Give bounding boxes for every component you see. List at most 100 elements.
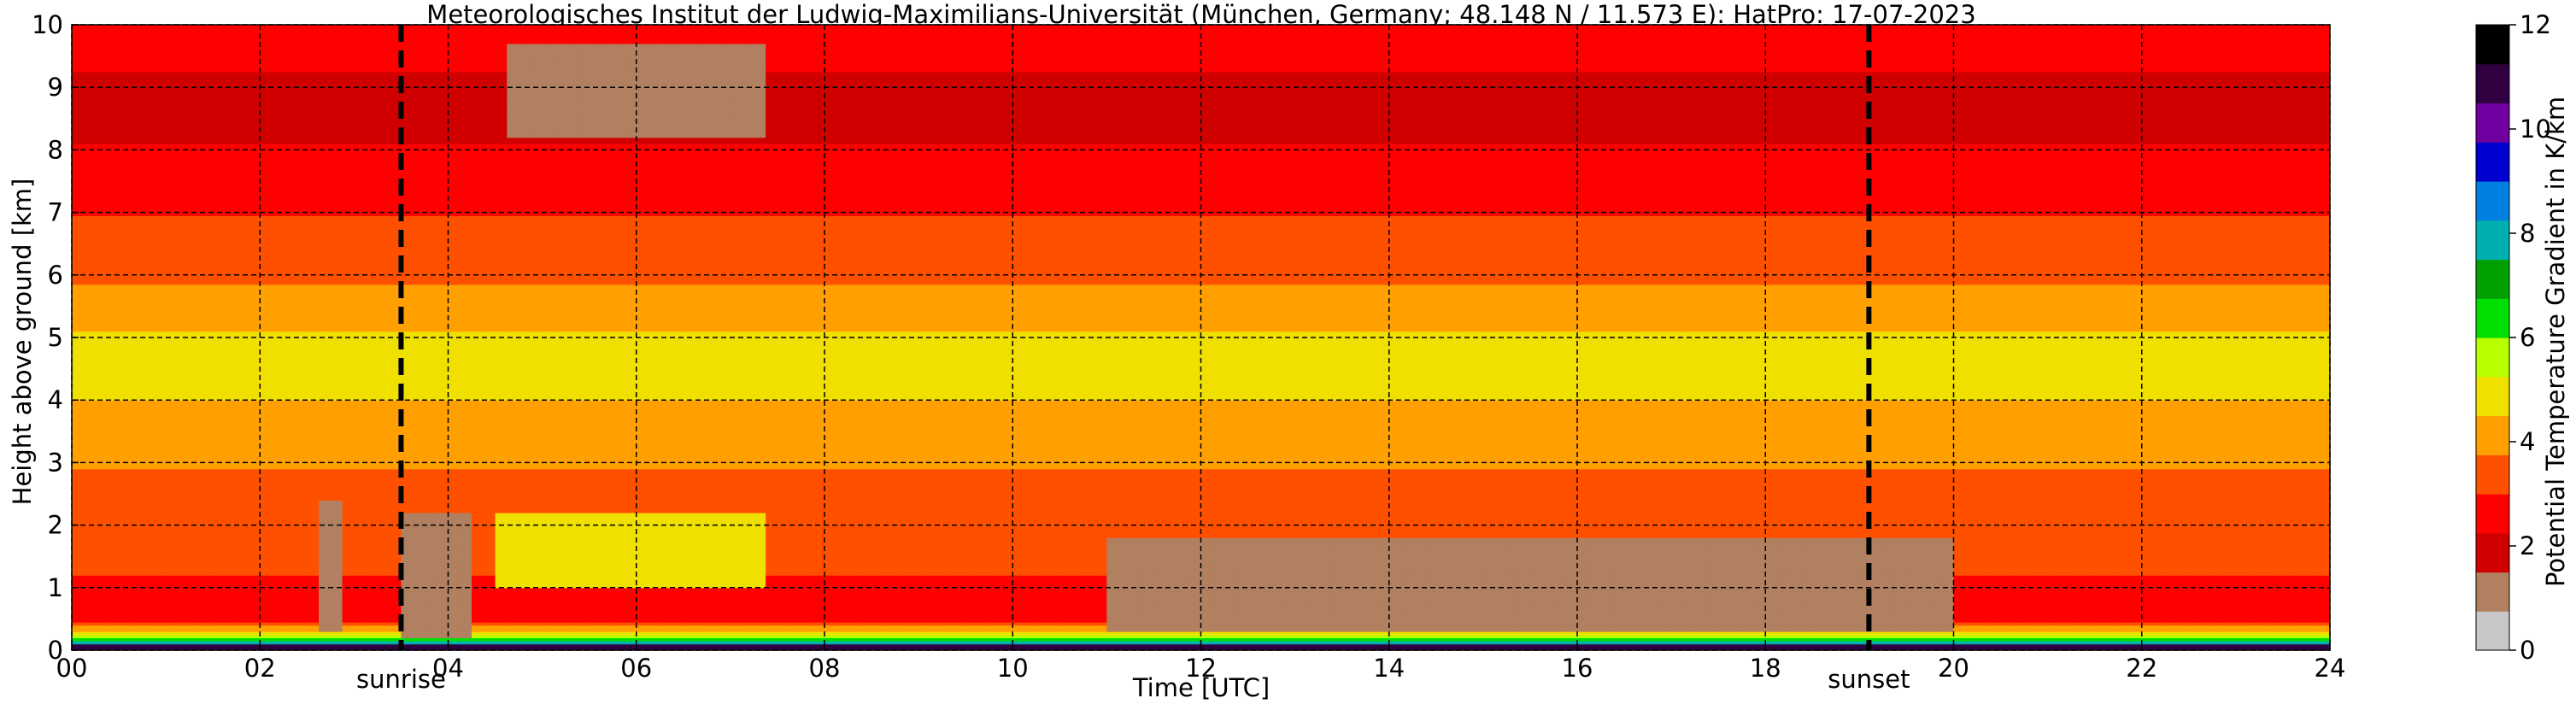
heatmap-cell [330, 609, 343, 613]
heatmap-cell [307, 572, 320, 576]
heatmap-cell [72, 187, 85, 191]
heatmap-cell [201, 490, 214, 495]
heatmap-cell [189, 443, 202, 448]
heatmap-cell [177, 481, 191, 485]
heatmap-cell [224, 184, 238, 188]
heatmap-cell [213, 628, 226, 632]
heatmap-cell [83, 59, 97, 63]
heatmap-cell [213, 212, 226, 216]
heatmap-cell [72, 447, 85, 451]
heatmap-cell [342, 431, 355, 436]
heatmap-cell [248, 225, 261, 229]
heatmap-cell [224, 496, 238, 501]
heatmap-cell [83, 596, 97, 601]
heatmap-cell [295, 162, 308, 167]
heatmap-cell [295, 337, 308, 342]
heatmap-cell [213, 534, 226, 538]
heatmap-cell [354, 587, 367, 592]
heatmap-cell [119, 150, 132, 154]
heatmap-cell [307, 199, 320, 204]
heatmap-cell [295, 197, 308, 201]
heatmap-cell [319, 328, 332, 332]
heatmap-cell [295, 494, 308, 498]
heatmap-cell [260, 187, 273, 191]
heatmap-cell [272, 165, 285, 169]
heatmap-cell [142, 534, 155, 538]
heatmap-cell [319, 615, 332, 619]
heatmap-cell [260, 115, 273, 120]
heatmap-cell [95, 415, 108, 419]
heatmap-cell [330, 127, 343, 132]
heatmap-cell [248, 40, 261, 44]
heatmap-cell [319, 221, 332, 226]
heatmap-cell [307, 159, 320, 163]
heatmap-cell [154, 246, 167, 251]
heatmap-cell [177, 68, 191, 73]
heatmap-cell [330, 240, 343, 244]
heatmap-cell [330, 274, 343, 279]
heatmap-cell [107, 328, 120, 332]
heatmap-cell [201, 278, 214, 282]
heatmap-cell [119, 619, 132, 623]
heatmap-cell [95, 172, 108, 176]
heatmap-cell [307, 278, 320, 282]
heatmap-cell [236, 512, 249, 517]
heatmap-cell [354, 553, 367, 557]
heatmap-cell [83, 112, 97, 116]
heatmap-cell [213, 68, 226, 73]
heatmap-cell [213, 566, 226, 570]
heatmap-cell [248, 140, 261, 144]
heatmap-cell [213, 549, 226, 554]
heatmap-cell [236, 521, 249, 526]
heatmap-cell [189, 643, 202, 648]
heatmap-cell [130, 584, 144, 589]
heatmap-cell [72, 206, 85, 210]
heatmap-cell [272, 496, 285, 501]
heatmap-cell [189, 415, 202, 419]
heatmap-cell [236, 319, 249, 323]
heatmap-cell [95, 199, 108, 204]
heatmap-cell [72, 25, 85, 29]
heatmap-cell [72, 647, 85, 650]
heatmap-cell [319, 315, 332, 320]
heatmap-cell [166, 378, 179, 382]
heatmap-cell [295, 500, 308, 504]
heatmap-cell [142, 243, 155, 248]
heatmap-cell [166, 202, 179, 207]
heatmap-cell [342, 106, 355, 110]
heatmap-cell [272, 125, 285, 129]
heatmap-cell [295, 528, 308, 532]
heatmap-cell [213, 572, 226, 576]
heatmap-cell [224, 134, 238, 138]
heatmap-cell [248, 112, 261, 116]
heatmap-cell [330, 406, 343, 410]
heatmap-cell [330, 556, 343, 560]
heatmap-cell [307, 246, 320, 251]
heatmap-cell [260, 355, 273, 361]
heatmap-cell [83, 172, 97, 176]
heatmap-cell [107, 543, 120, 548]
heatmap-cell [201, 225, 214, 229]
heatmap-cell [295, 172, 308, 176]
heatmap-cell [130, 187, 144, 191]
heatmap-cell [166, 622, 179, 626]
heatmap-cell [354, 466, 367, 470]
heatmap-cell [72, 234, 85, 238]
heatmap-cell [72, 255, 85, 261]
heatmap-cell [213, 206, 226, 210]
heatmap-cell [107, 355, 120, 361]
heatmap-cell [130, 396, 144, 401]
heatmap-cell [72, 300, 85, 304]
heatmap-cell [330, 153, 343, 157]
heatmap-cell [119, 362, 132, 367]
heatmap-cell [107, 578, 120, 583]
heatmap-cell [330, 466, 343, 470]
heatmap-cell [72, 368, 85, 373]
heatmap-cell [260, 381, 273, 385]
heatmap-cell [177, 578, 191, 583]
heatmap-cell [189, 78, 202, 82]
heatmap-cell [236, 609, 249, 613]
heatmap-cell [342, 199, 355, 204]
heatmap-cell [342, 115, 355, 120]
heatmap-cell [272, 409, 285, 414]
